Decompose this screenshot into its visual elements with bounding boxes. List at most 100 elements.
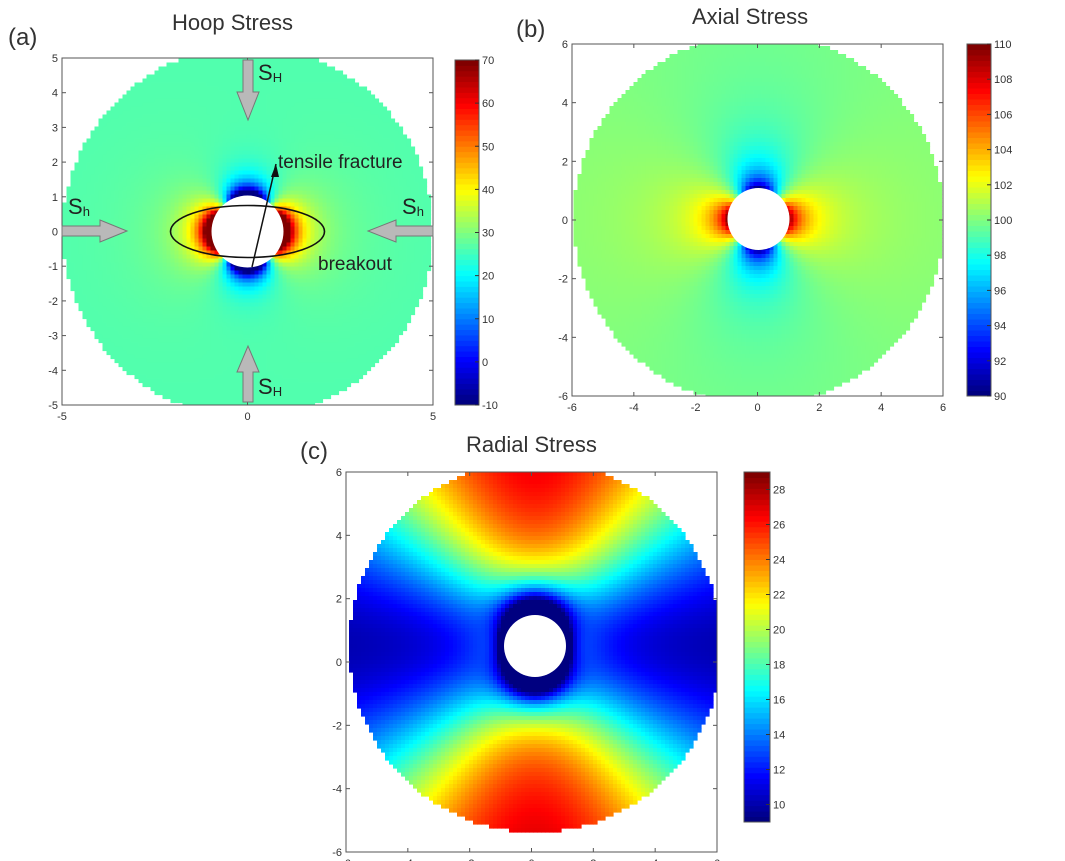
colorbar-segment (744, 570, 770, 577)
breakout-label: breakout (318, 254, 393, 275)
colorbar-tick-label: 20 (773, 625, 785, 637)
y-tick-label: 0 (52, 227, 58, 239)
x-tick-label: 6 (940, 402, 946, 414)
colorbar-segment (744, 772, 770, 779)
colorbar-tick-label: 10 (482, 314, 494, 326)
colorbar-segment (967, 357, 991, 364)
sh-right-arrow (366, 219, 434, 243)
panel-title-axial: Axial Stress (692, 4, 808, 30)
colorbar-segment (967, 192, 991, 199)
colorbar-segment (744, 510, 770, 517)
colorbar-tick-label: 14 (773, 730, 785, 742)
colorbar-segment (455, 86, 479, 93)
colorbar-segment (455, 345, 479, 352)
colorbar-segment (455, 329, 479, 336)
y-tick-label: -1 (48, 261, 58, 273)
y-tick-label: 0 (336, 657, 342, 669)
colorbar-tick-label: 92 (994, 356, 1006, 368)
colorbar-tick-label: 96 (994, 285, 1006, 297)
colorbar-segment (744, 685, 770, 692)
colorbar-segment (455, 146, 479, 153)
colorbar-tick-label: 98 (994, 250, 1006, 262)
colorbar-segment (744, 696, 770, 703)
colorbar-segment (967, 225, 991, 232)
y-tick-label: -5 (48, 400, 58, 412)
colorbar-segment (744, 619, 770, 626)
colorbar-tick-label: 22 (773, 590, 785, 602)
colorbar-segment (455, 302, 479, 309)
colorbar-segment (967, 374, 991, 380)
panel-label-b: (b) (516, 16, 545, 44)
colorbar-segment (455, 210, 479, 217)
y-tick-label: 4 (336, 530, 342, 542)
colorbar-tick-label: 108 (994, 74, 1012, 86)
colorbar-segment (455, 205, 479, 212)
colorbar-segment (744, 636, 770, 643)
colorbar-segment (455, 119, 479, 126)
colorbar-segment (744, 488, 770, 495)
colorbar-segment (967, 148, 991, 155)
y-tick-label: -4 (332, 784, 342, 796)
y-tick-label: 5 (52, 53, 58, 65)
colorbar-segment (967, 88, 991, 94)
colorbar-segment (744, 739, 770, 746)
colorbar-segment (967, 143, 991, 149)
colorbar-tick-label: 102 (994, 180, 1012, 192)
colorbar-segment (744, 597, 770, 604)
colorbar-segment (967, 275, 991, 281)
x-tick-label: 5 (430, 411, 436, 423)
colorbar-segment (967, 154, 991, 160)
colorbar-segment (967, 363, 991, 369)
colorbar-segment (455, 130, 479, 136)
colorbar-segment (744, 652, 770, 659)
sh-right-label: Sh (402, 194, 424, 219)
colorbar-segment (744, 472, 770, 478)
colorbar-segment (967, 66, 991, 72)
colorbar-tick-label: 50 (482, 141, 494, 153)
colorbar-segment (744, 723, 770, 730)
colorbar-tick-label: 90 (994, 391, 1006, 403)
x-tick-label: -5 (57, 411, 67, 423)
colorbar-segment (744, 668, 770, 675)
colorbar-segment (744, 499, 770, 506)
colorbar-segment (967, 126, 991, 133)
colorbar-segment (744, 750, 770, 757)
colorbar-segment (744, 805, 770, 812)
y-tick-label: 6 (336, 467, 342, 479)
x-tick-label: 4 (878, 402, 884, 414)
colorbar-segment (967, 236, 991, 243)
colorbar-segment (455, 334, 479, 341)
colorbar-segment (967, 264, 991, 270)
colorbar-tick-label: 0 (482, 357, 488, 369)
colorbar-segment (967, 269, 991, 276)
y-tick-label: -2 (558, 274, 568, 286)
colorbar-segment (967, 77, 991, 83)
axial-stress-plot: -6 -4 -2 0 2 4 6 6 4 2 0 -2 -4 -6 110 108 106 104 102 100 9… (558, 39, 1012, 414)
y-tick-label: -4 (558, 332, 568, 344)
colorbar-segment (455, 108, 479, 115)
colorbar-segment (967, 60, 991, 67)
colorbar-segment (455, 259, 479, 266)
colorbar-segment (455, 103, 479, 110)
colorbar-segment (455, 286, 479, 293)
x-tick-label: 0 (754, 402, 760, 414)
borehole-b (727, 188, 790, 250)
colorbar-segment (455, 200, 479, 207)
colorbar-segment (455, 264, 479, 271)
colorbar-tick-label: 110 (994, 39, 1012, 51)
colorbar-segment (744, 789, 770, 796)
colorbar-tick-label: 12 (773, 765, 785, 777)
sh-left-arrow (61, 219, 129, 243)
colorbar-tick-label: 40 (482, 184, 494, 196)
breakout-contour (169, 204, 326, 259)
colorbar-segment (967, 44, 991, 50)
x-tick-label: -6 (341, 858, 351, 861)
panel-title-radial: Radial Stress (466, 432, 597, 458)
y-tick-label: 0 (562, 215, 568, 227)
colorbar-segment (744, 718, 770, 725)
colorbar-segment (967, 379, 991, 386)
colorbar-segment (967, 352, 991, 358)
colorbar-segment (967, 286, 991, 292)
colorbar-segment (744, 707, 770, 714)
